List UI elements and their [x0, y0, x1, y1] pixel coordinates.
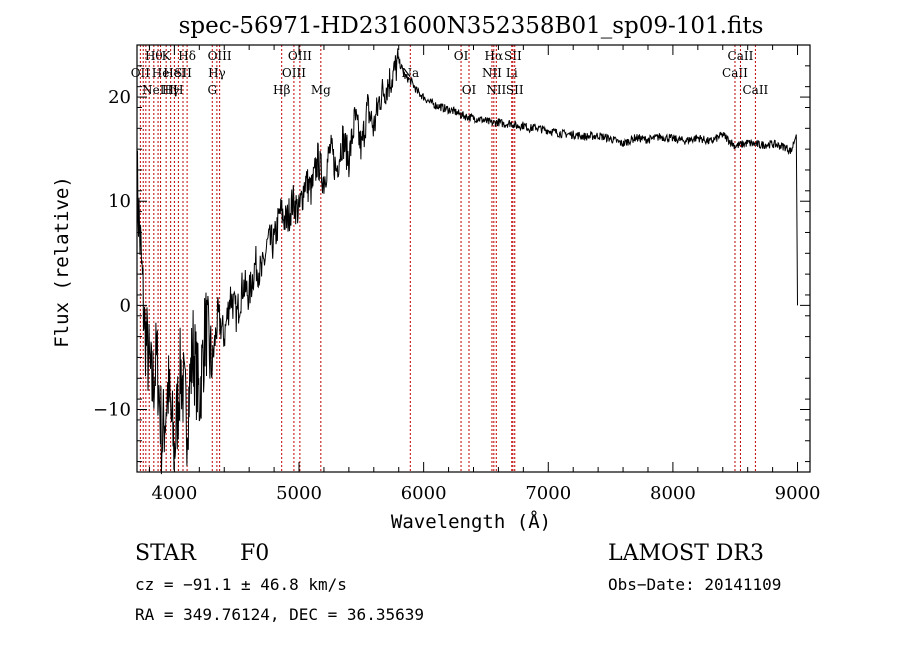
line-marker-group: OIIHθNeIIIHeKHγHeIHSIIHδGHγOIIIHβOIIIOII…: [131, 45, 769, 472]
line-marker-label-15: OIII: [208, 49, 232, 63]
line-marker-label-8: Hγ: [162, 83, 180, 97]
line-marker-label-28: SII: [506, 83, 524, 97]
y-tick-label--10: −10: [93, 400, 131, 421]
x-axis-label: Wavelength (Å): [391, 510, 551, 533]
line-marker-label-30: CaII: [728, 49, 754, 63]
subclass-label: F0: [240, 541, 269, 566]
y-tick-label-20: 20: [108, 87, 131, 108]
line-marker-label-12: Hδ: [178, 49, 196, 63]
series-group: [136, 48, 798, 475]
tick-group: 4000 5000 6000 7000 8000 9000 −10 0 10 20: [93, 44, 821, 504]
x-tick-label-8000: 8000: [650, 483, 696, 504]
line-marker-label-17: OIII: [282, 66, 306, 80]
x-tick-label-9000: 9000: [775, 483, 821, 504]
line-marker-label-13: G: [207, 83, 217, 97]
line-marker-label-16: Hβ: [273, 83, 290, 97]
coords-label: RA = 349.76124, DEC = 36.35639: [135, 605, 424, 624]
line-marker-label-24: Hα: [485, 49, 504, 63]
line-marker-label-19: Mg: [311, 83, 331, 97]
chart-title: spec-56971-HD231600N352358B01_sp09-101.f…: [179, 13, 764, 39]
line-marker-label-0: OII: [131, 66, 151, 80]
x-tick-label-5000: 5000: [276, 483, 322, 504]
y-tick-label-0: 0: [120, 295, 131, 316]
y-axis-label: Flux (relative): [51, 176, 73, 348]
line-marker-label-6: He: [152, 66, 170, 80]
obs-date-label: Obs−Date: 20141109: [608, 575, 781, 594]
class-label: STAR: [135, 541, 197, 566]
line-marker-label-25: NII: [486, 83, 506, 97]
redshift-label: cz = −91.1 ± 46.8 km/s: [135, 575, 347, 594]
line-marker-label-22: OI: [462, 83, 477, 97]
line-marker-label-7: K: [162, 49, 172, 63]
x-tick-label-4000: 4000: [151, 483, 197, 504]
line-marker-label-14: Hγ: [208, 66, 226, 80]
line-marker-label-31: CaII: [742, 83, 768, 97]
line-marker-label-18: OIII: [288, 49, 312, 63]
line-marker-label-4: Hθ: [145, 49, 163, 63]
y-tick-label-10: 10: [108, 191, 131, 212]
line-marker-label-27: SII: [504, 49, 522, 63]
x-tick-label-6000: 6000: [401, 483, 447, 504]
line-marker-label-23: NII: [482, 66, 502, 80]
plot-frame: [136, 44, 811, 473]
line-marker-label-11: SII: [174, 66, 192, 80]
line-marker-label-26: Li: [506, 66, 518, 80]
series-flux: [136, 48, 798, 475]
survey-label: LAMOST DR3: [608, 541, 764, 566]
line-marker-label-10: H: [173, 83, 183, 97]
x-tick-label-7000: 7000: [525, 483, 571, 504]
line-marker-label-21: OI: [454, 49, 469, 63]
line-marker-label-29: CaII: [722, 66, 748, 80]
line-marker-label-9: HeI: [163, 66, 186, 80]
